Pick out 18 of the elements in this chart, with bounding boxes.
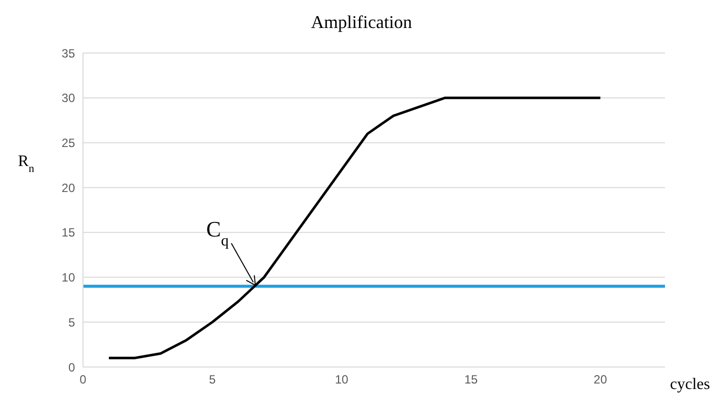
x-axis-title: cycles — [670, 376, 710, 393]
x-tick-label: 10 — [334, 372, 349, 387]
chart-title: Amplification — [310, 12, 413, 33]
y-tick-label: 35 — [62, 46, 76, 60]
y-tick-label: 25 — [62, 136, 76, 150]
annotation: C$_{q}$ — [206, 216, 229, 249]
line-series — [108, 96, 602, 360]
y-tick-label: 15 — [62, 226, 76, 240]
y-tick-label: 10 — [62, 270, 76, 285]
y-tick-label: 30 — [62, 91, 76, 106]
y-tick-label: 5 — [68, 315, 76, 330]
x-tick-label: 0 — [80, 372, 87, 387]
x-tick-label: 5 — [208, 372, 216, 387]
y-tick-label: 20 — [62, 180, 76, 195]
y-tick-label: 0 — [68, 360, 76, 374]
x-tick-label: 20 — [594, 372, 608, 387]
x-tick-label: 15 — [464, 372, 478, 387]
y-axis-title: R$_{n}$ — [18, 153, 35, 176]
